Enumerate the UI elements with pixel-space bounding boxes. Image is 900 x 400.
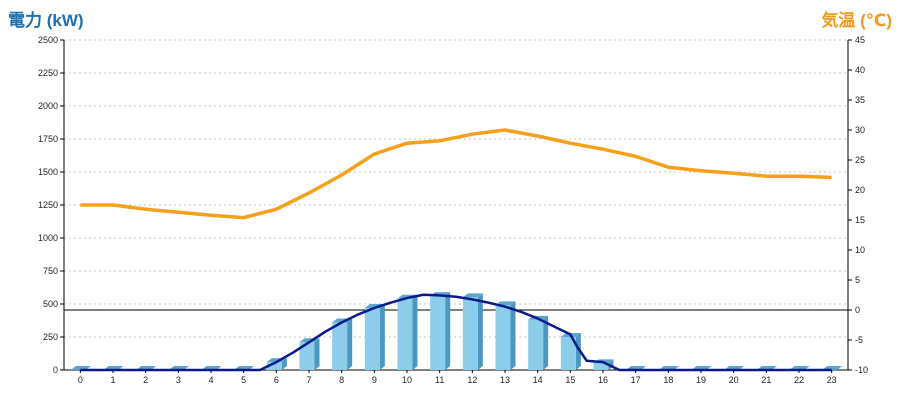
bar-side xyxy=(543,315,549,370)
bar-side xyxy=(412,294,418,370)
right-tick-label: -5 xyxy=(855,335,863,345)
left-tick-label: 1750 xyxy=(38,134,58,144)
right-tick-label: -10 xyxy=(855,365,868,375)
x-tick-label: 11 xyxy=(435,375,444,385)
x-tick-label: 18 xyxy=(663,375,673,385)
bar xyxy=(462,297,478,370)
right-tick-label: 5 xyxy=(855,275,860,285)
x-tick-label: 0 xyxy=(78,375,83,385)
x-tick-label: 20 xyxy=(729,375,739,385)
right-tick-label: 30 xyxy=(855,125,865,135)
x-tick-label: 14 xyxy=(533,375,543,385)
x-tick-label: 4 xyxy=(208,375,213,385)
bar-side xyxy=(314,338,320,370)
x-tick-label: 13 xyxy=(500,375,510,385)
x-tick-label: 2 xyxy=(143,375,148,385)
left-tick-label: 500 xyxy=(43,299,58,309)
left-tick-label: 250 xyxy=(43,332,58,342)
right-tick-label: 20 xyxy=(855,185,865,195)
bar-side xyxy=(575,333,581,370)
bar xyxy=(560,337,576,370)
left-tick-label: 2000 xyxy=(38,101,58,111)
x-tick-label: 5 xyxy=(241,375,246,385)
x-tick-label: 22 xyxy=(794,375,804,385)
left-tick-label: 1000 xyxy=(38,233,58,243)
bar xyxy=(299,342,315,370)
x-tick-label: 8 xyxy=(339,375,344,385)
left-tick-label: 2500 xyxy=(38,35,58,45)
left-tick-label: 2250 xyxy=(38,68,58,78)
bar-side xyxy=(510,301,516,370)
x-tick-label: 23 xyxy=(827,375,837,385)
bar xyxy=(495,305,511,370)
bar xyxy=(430,296,446,370)
left-axis-title: 電力 (kW) xyxy=(8,11,84,30)
right-tick-label: 15 xyxy=(855,215,865,225)
x-tick-label: 17 xyxy=(631,375,641,385)
bar xyxy=(397,298,413,370)
bar xyxy=(593,363,609,370)
x-tick-label: 16 xyxy=(598,375,608,385)
x-tick-label: 12 xyxy=(467,375,477,385)
x-tick-label: 6 xyxy=(274,375,279,385)
bar xyxy=(332,322,348,370)
bar-side xyxy=(379,303,385,370)
left-tick-label: 1500 xyxy=(38,167,58,177)
temperature-line xyxy=(80,128,832,220)
bar-side xyxy=(281,358,287,370)
bar xyxy=(266,362,282,370)
bar-side xyxy=(347,318,353,370)
right-tick-label: 25 xyxy=(855,155,865,165)
left-tick-label: 0 xyxy=(53,365,58,375)
right-tick-label: 35 xyxy=(855,95,865,105)
bar xyxy=(528,319,544,370)
power-line xyxy=(80,293,832,372)
right-tick-label: 40 xyxy=(855,65,865,75)
right-tick-label: 10 xyxy=(855,245,865,255)
x-tick-label: 7 xyxy=(306,375,311,385)
right-tick-label: 0 xyxy=(855,305,860,315)
x-tick-label: 21 xyxy=(761,375,771,385)
bar-top xyxy=(462,293,483,298)
x-tick-label: 1 xyxy=(110,375,115,385)
right-tick-label: 45 xyxy=(855,35,865,45)
bar-side xyxy=(445,292,451,370)
left-tick-label: 750 xyxy=(43,266,58,276)
right-axis-title: 気温 (℃) xyxy=(821,11,892,30)
bar xyxy=(364,307,380,370)
x-tick-label: 19 xyxy=(696,375,706,385)
x-tick-label: 9 xyxy=(372,375,377,385)
x-tick-label: 3 xyxy=(176,375,181,385)
x-tick-label: 15 xyxy=(565,375,575,385)
bar-side xyxy=(477,293,483,370)
x-tick-label: 10 xyxy=(402,375,412,385)
left-tick-label: 1250 xyxy=(38,200,58,210)
